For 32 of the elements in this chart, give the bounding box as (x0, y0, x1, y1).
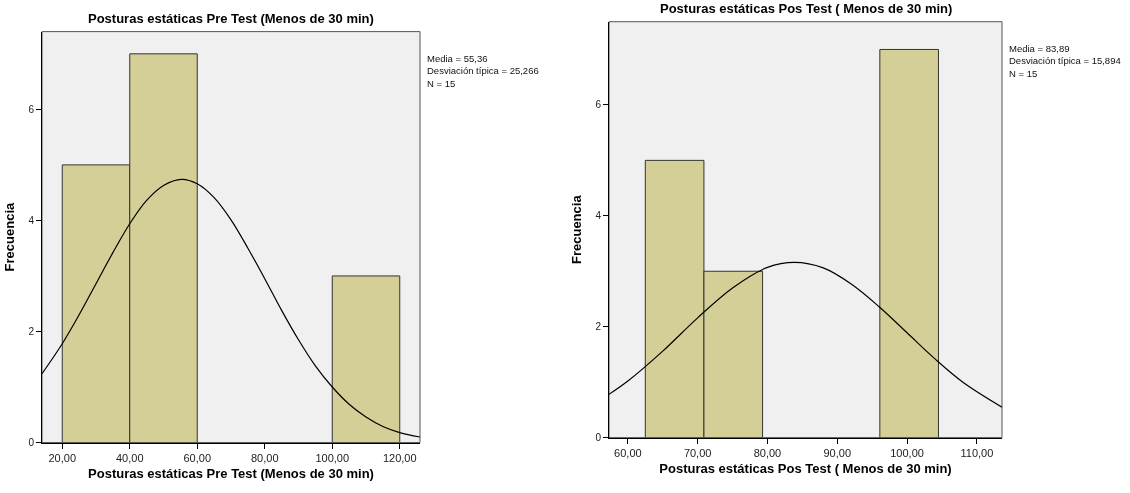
chart-title: Posturas estáticas Pre Test (Menos de 30 min) (88, 11, 374, 26)
text: N = 15 (427, 77, 456, 89)
y-tick-label: 6 (595, 99, 602, 111)
x-tick-label: 110,00 (960, 446, 994, 459)
text: Desviación típica = 15,894 (1009, 55, 1121, 67)
y-axis-title: Frecuencia (2, 201, 18, 272)
chart-title: Posturas estáticas Pos Test ( Menos de 30 min) (660, 1, 953, 16)
text: N = 15 (1009, 67, 1038, 79)
y-tick-label: 0 (28, 437, 35, 449)
x-tick-label: 100,00 (315, 451, 350, 464)
x-tick-label: 40,00 (115, 451, 144, 464)
x-tick-label: 120,00 (382, 451, 417, 464)
x-tick-label: 90,00 (823, 446, 852, 459)
x-tick-label: 60,00 (614, 446, 642, 459)
y-tick-label: 0 (595, 432, 602, 444)
y-tick-label: 4 (595, 210, 602, 222)
x-tick-label: 80,00 (250, 451, 279, 464)
x-axis-title: Posturas estáticas Pre Test (Menos de 30 min) (88, 466, 374, 482)
x-tick-label: 70,00 (683, 446, 712, 459)
text: Desviación típica = 25,266 (427, 65, 539, 77)
y-tick-label: 2 (595, 321, 602, 333)
x-axis-title: Posturas estáticas Pos Test ( Menos de 30 min) (659, 461, 952, 477)
x-tick-label: 60,00 (183, 451, 212, 464)
text: Media = 83,89 (1009, 43, 1070, 54)
y-axis-title: Frecuencia (569, 194, 585, 264)
text: Media = 55,36 (427, 53, 488, 64)
y-tick-label: 4 (28, 214, 35, 226)
x-tick-label: 100,00 (890, 446, 924, 459)
y-tick-label: 6 (28, 103, 35, 115)
x-tick-label: 80,00 (753, 446, 782, 459)
x-tick-label: 20,00 (48, 451, 77, 464)
y-tick-label: 2 (28, 325, 35, 337)
